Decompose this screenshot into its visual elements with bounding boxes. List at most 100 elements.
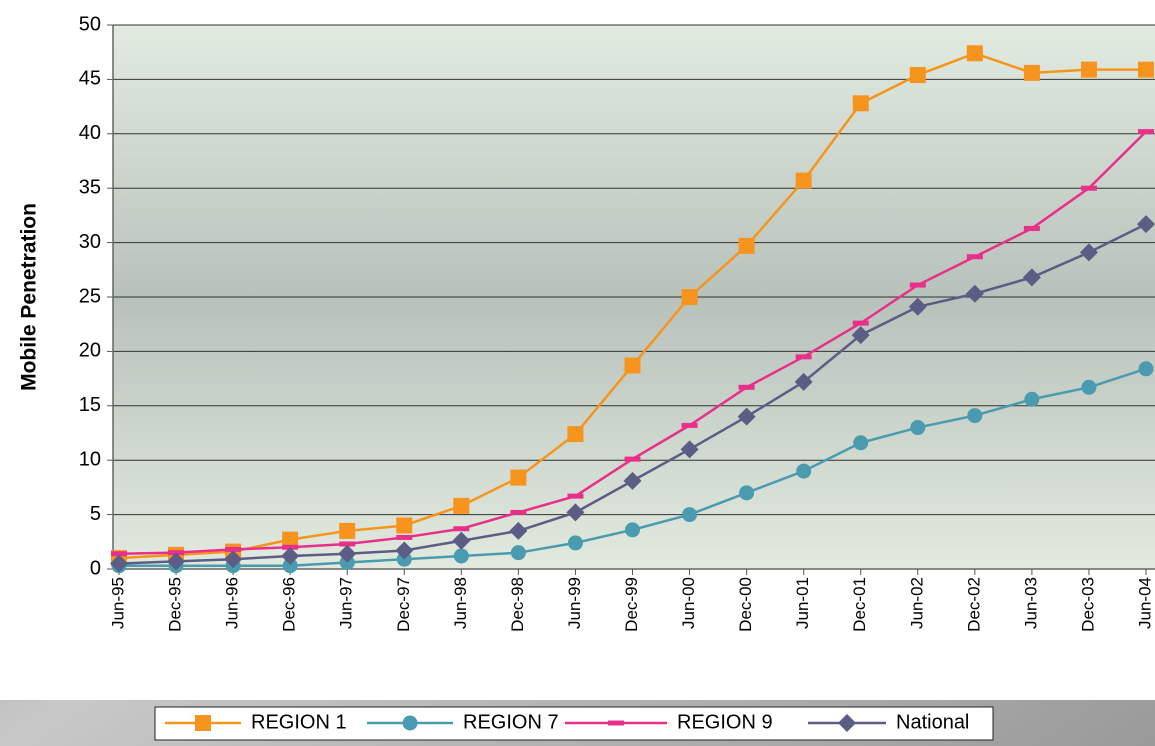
marker (396, 517, 413, 534)
marker (282, 558, 298, 574)
marker (224, 550, 243, 569)
marker (909, 282, 926, 288)
marker (1024, 391, 1040, 407)
legend-label: National (896, 711, 969, 733)
marker (1081, 379, 1097, 395)
marker (110, 554, 128, 573)
y-tick-label: 30 (79, 231, 101, 253)
marker (396, 534, 413, 540)
marker (567, 426, 584, 443)
marker (1080, 185, 1097, 191)
marker (510, 469, 527, 486)
marker (167, 552, 186, 571)
marker (567, 535, 583, 551)
marker (1138, 361, 1154, 377)
x-tick-label: Jun-98 (451, 577, 470, 629)
marker (739, 485, 755, 501)
marker (966, 254, 983, 260)
marker (1022, 268, 1041, 287)
marker (225, 546, 242, 552)
x-tick-label: Jun-95 (108, 577, 127, 629)
x-tick-label: Jun-03 (1021, 577, 1040, 629)
y-tick-label: 35 (79, 176, 101, 198)
marker (509, 521, 528, 540)
y-tick-label: 5 (90, 503, 101, 525)
x-tick-label: Jun-96 (223, 577, 242, 629)
marker (838, 714, 856, 732)
marker (111, 551, 127, 557)
marker (339, 541, 356, 547)
marker (623, 471, 642, 490)
marker (910, 420, 926, 436)
y-tick-label: 0 (90, 557, 101, 579)
x-tick-label: Jun-04 (1135, 577, 1154, 629)
x-tick-label: Dec-02 (964, 577, 983, 632)
x-tick-label: Dec-99 (622, 577, 641, 632)
marker (852, 320, 869, 326)
marker (608, 720, 624, 726)
x-tick-label: Dec-97 (394, 577, 413, 632)
marker (908, 297, 927, 316)
y-tick-label: 25 (79, 285, 101, 307)
x-tick-label: Dec-03 (1078, 577, 1097, 632)
marker (281, 546, 300, 565)
y-tick-label: 50 (79, 13, 101, 35)
marker (795, 172, 812, 189)
marker (680, 440, 699, 459)
marker (1080, 61, 1097, 78)
marker (282, 531, 299, 548)
marker (453, 497, 470, 514)
marker (795, 354, 812, 360)
legend-label: REGION 7 (463, 711, 559, 733)
marker (566, 503, 585, 522)
legend-label: REGION 1 (251, 711, 347, 733)
marker (909, 67, 926, 84)
x-tick-label: Jun-00 (679, 577, 698, 629)
y-axis-label: Mobile Penetration (18, 203, 41, 391)
y-tick-label: 15 (79, 394, 101, 416)
marker (853, 435, 869, 451)
x-tick-label: Dec-00 (736, 577, 755, 632)
marker (510, 545, 526, 561)
marker (681, 422, 698, 428)
marker (1137, 215, 1155, 234)
marker (510, 509, 527, 515)
x-tick-label: Dec-01 (850, 577, 869, 632)
marker (967, 408, 983, 424)
marker (402, 715, 418, 731)
marker (624, 357, 641, 374)
marker (1023, 225, 1040, 231)
x-tick-label: Dec-98 (508, 577, 527, 632)
marker (1079, 243, 1098, 262)
marker (625, 522, 640, 538)
x-tick-label: Dec-95 (166, 577, 185, 632)
marker (453, 526, 470, 532)
marker (338, 544, 357, 563)
marker (1023, 64, 1040, 81)
marker (851, 326, 870, 345)
y-tick-label: 45 (79, 68, 101, 90)
marker (453, 548, 469, 564)
y-tick-label: 10 (79, 448, 101, 470)
marker (624, 456, 641, 462)
marker (452, 531, 471, 550)
marker (738, 384, 755, 390)
marker (681, 289, 698, 305)
x-tick-label: Jun-01 (793, 577, 812, 629)
marker (796, 463, 812, 479)
marker (567, 493, 584, 499)
x-tick-label: Jun-97 (337, 577, 356, 629)
marker (1138, 61, 1154, 78)
marker (395, 541, 414, 560)
marker (794, 372, 813, 391)
marker (339, 522, 356, 539)
x-tick-label: Jun-99 (565, 577, 584, 629)
marker (195, 715, 211, 731)
marker (852, 95, 869, 112)
marker (1138, 129, 1154, 135)
x-tick-label: Jun-02 (907, 577, 926, 629)
x-tick-label: Dec-96 (280, 577, 299, 632)
marker (682, 507, 698, 523)
marker (738, 237, 755, 254)
